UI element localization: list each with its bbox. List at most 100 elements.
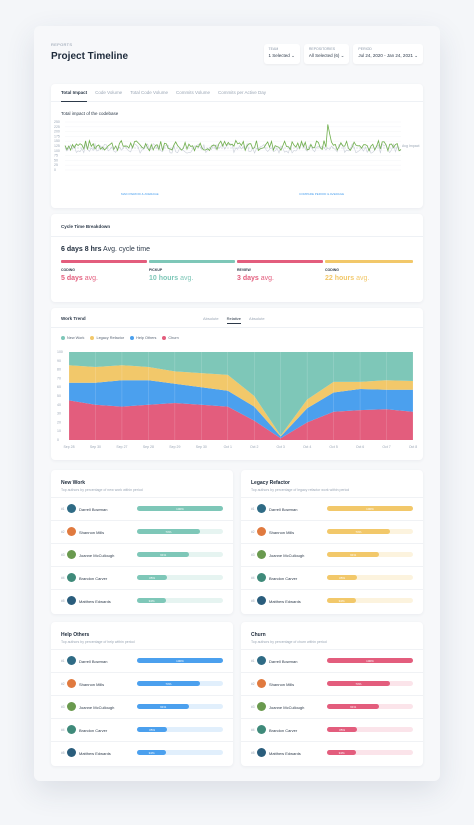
- rank-label: #5: [251, 599, 255, 603]
- list-item[interactable]: #1 Darrell Bowman 100%: [241, 649, 423, 671]
- list-item[interactable]: #1 Darrell Bowman 100%: [51, 649, 233, 671]
- phase-value: 22 hours: [325, 275, 355, 282]
- compare-period-legend: COMPARE PERIOD & AVERAGE: [299, 192, 345, 196]
- list-item[interactable]: #4 Brandon Carver 35%: [51, 566, 233, 588]
- percentage-track: 35%: [327, 727, 413, 732]
- y-tick-label: 80: [57, 368, 61, 372]
- y-tick-label: 250: [54, 120, 60, 124]
- percentage-fill: 35%: [327, 575, 358, 580]
- phase-pickup: PICKUP 10 hours avg.: [149, 268, 193, 282]
- author-name: Joanne McCullough: [269, 704, 305, 710]
- list-item[interactable]: #2 Shannon Mills 73%: [241, 520, 423, 542]
- y-tick-label: 225: [54, 125, 60, 129]
- pickup-segment: [149, 260, 235, 263]
- area-churn[interactable]: [69, 400, 413, 440]
- y-tick-label: 50: [54, 158, 58, 162]
- list-item[interactable]: #5 Matthew Edwards 34%: [51, 589, 233, 611]
- list-item[interactable]: #1 Darrell Bowman 100%: [241, 497, 423, 519]
- work-trend-legend: New Work Legacy Refactor Help Others Chu…: [61, 336, 179, 340]
- avatar: [67, 596, 76, 605]
- cycle-time-card: Cycle Time Breakdown 6 days 8 hrs Avg. c…: [51, 214, 423, 302]
- list-item[interactable]: #3 Joanne McCullough 61%: [51, 695, 233, 717]
- avatar: [257, 702, 266, 711]
- percentage-label: 100%: [176, 659, 184, 663]
- percentage-label: 61%: [160, 705, 167, 709]
- legend-label: New Work: [67, 336, 85, 340]
- list-item[interactable]: #4 Brandon Carver 35%: [51, 718, 233, 740]
- tab-absolute[interactable]: Absolute: [203, 316, 219, 321]
- avatar: [257, 748, 266, 757]
- phase-coding: CODING 5 days avg.: [61, 268, 98, 282]
- phase-unit: avg.: [84, 275, 98, 282]
- y-tick-label: 90: [57, 359, 61, 363]
- cycle-time-suffix: Avg. cycle time: [103, 246, 150, 253]
- y-tick-label: 60: [57, 385, 61, 389]
- percentage-track: 100%: [327, 506, 413, 511]
- percentage-label: 73%: [355, 530, 362, 534]
- tab-commits-per-active-day[interactable]: Commits per Active Day: [218, 89, 267, 95]
- legend-churn[interactable]: Churn: [162, 336, 179, 340]
- avatar: [67, 527, 76, 536]
- period-filter[interactable]: PERIOD Jul 24, 2020 - Jan 24, 2021 ⌄: [353, 44, 423, 64]
- percentage-fill: 61%: [137, 552, 190, 557]
- tab-code-volume[interactable]: Code Volume: [95, 89, 123, 95]
- rank-label: #4: [61, 576, 65, 580]
- rank-label: #5: [61, 751, 65, 755]
- percentage-track: 35%: [327, 575, 413, 580]
- list-item[interactable]: #4 Brandon Carver 35%: [241, 718, 423, 740]
- list-item[interactable]: #1 Darrell Bowman 100%: [51, 497, 233, 519]
- list-item[interactable]: #4 Brandon Carver 35%: [241, 566, 423, 588]
- main-period-line: [64, 124, 402, 152]
- main-period-legend: MAIN PERIOD & AVERAGE: [121, 192, 159, 196]
- avg-impact-label: Avg Impact: [402, 144, 419, 148]
- percentage-fill: 34%: [327, 750, 357, 755]
- page-header: REPORTS Project Timeline TEAM 1 Selected…: [51, 42, 423, 82]
- tab-absolute-2[interactable]: Absolute: [249, 316, 265, 321]
- phase-label: CODING: [325, 268, 339, 272]
- percentage-fill: 61%: [327, 704, 380, 709]
- percentage-label: 34%: [338, 751, 345, 755]
- y-tick-label: 150: [54, 139, 60, 143]
- repositories-filter-value: All Selected (6): [308, 53, 340, 58]
- list-item[interactable]: #3 Joanne McCullough 61%: [241, 695, 423, 717]
- legend-help-others[interactable]: Help Others: [130, 336, 156, 340]
- tab-total-impact[interactable]: Total Impact: [61, 84, 88, 102]
- list-item[interactable]: #2 Shannon Mills 73%: [51, 672, 233, 694]
- percentage-track: 100%: [137, 658, 223, 663]
- author-name: Matthew Edwards: [79, 750, 111, 756]
- percentage-label: 61%: [160, 553, 167, 557]
- tab-relative[interactable]: Relative: [226, 314, 242, 324]
- x-tick-label: Sep 28: [143, 445, 154, 449]
- area-help-others[interactable]: [69, 380, 413, 439]
- work-trend-card: Work Trend Absolute Relative Absolute Ne…: [51, 308, 423, 460]
- legend-new-work[interactable]: New Work: [61, 336, 84, 340]
- author-name: Shannon Mills: [269, 529, 295, 535]
- list-item[interactable]: #3 Joanne McCullough 61%: [241, 543, 423, 565]
- tab-total-code-volume[interactable]: Total Code Volume: [130, 89, 168, 95]
- avatar: [67, 656, 76, 665]
- rank-label: #3: [61, 705, 65, 709]
- percentage-label: 100%: [366, 507, 374, 511]
- x-tick-label: Oct 7: [382, 445, 390, 449]
- trend-mode-tabs: Absolute Relative Absolute: [203, 314, 265, 324]
- rank-label: #4: [251, 728, 255, 732]
- percentage-track: 34%: [327, 750, 413, 755]
- list-item[interactable]: #5 Matthew Edwards 34%: [241, 589, 423, 611]
- rank-label: #5: [61, 599, 65, 603]
- list-item[interactable]: #2 Shannon Mills 73%: [51, 520, 233, 542]
- x-tick-label: Oct 3: [277, 445, 285, 449]
- list-item[interactable]: #3 Joanne McCullough 61%: [51, 543, 233, 565]
- list-item[interactable]: #5 Matthew Edwards 34%: [241, 741, 423, 763]
- rank-label: #2: [251, 530, 255, 534]
- area-legacy-refactor[interactable]: [69, 365, 413, 437]
- area-new-work[interactable]: [69, 352, 413, 436]
- team-filter[interactable]: TEAM 1 Selected ⌄: [263, 44, 300, 64]
- tab-commits-volume[interactable]: Commits Volume: [175, 89, 210, 95]
- avatar: [257, 527, 266, 536]
- repositories-filter[interactable]: REPOSITORIES All Selected (6) ⌄: [303, 44, 350, 64]
- y-tick-label: 40: [57, 403, 61, 407]
- legend-legacy-refactor[interactable]: Legacy Refactor: [90, 336, 124, 340]
- list-item[interactable]: #5 Matthew Edwards 34%: [51, 741, 233, 763]
- list-item[interactable]: #2 Shannon Mills 73%: [241, 672, 423, 694]
- legacy-refactor-card: Legacy Refactor Top authors by percentage…: [241, 470, 423, 614]
